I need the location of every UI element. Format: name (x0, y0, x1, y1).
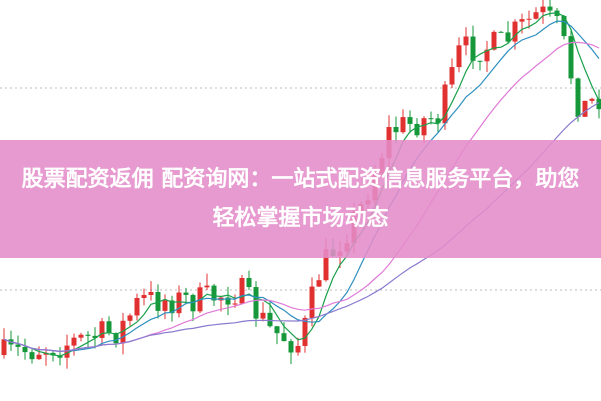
candle-body (15, 344, 21, 347)
candle-body (456, 45, 462, 68)
candle-body (561, 15, 567, 37)
candle-body (155, 291, 161, 311)
moving-average (3, 12, 600, 357)
candle-body (309, 286, 315, 318)
candle-body (253, 287, 259, 319)
candle-body (484, 49, 490, 62)
candle-body (407, 117, 413, 124)
candle-body (106, 321, 112, 334)
candle-body (64, 345, 70, 358)
candle-body (176, 292, 182, 314)
title-banner: 股票配资返佣 配资询网：一站式配资信息服务平台，助您轻松掌握市场动态 (0, 140, 601, 258)
candle-body (421, 118, 427, 136)
candle-body (239, 277, 245, 304)
candle-body (148, 291, 154, 295)
candle-body (134, 298, 140, 316)
candle-body (246, 277, 252, 288)
title: 股票配资返佣 配资询网：一站式配资信息服务平台，助您轻松掌握市场动态 (21, 167, 580, 231)
candle-body (85, 334, 91, 336)
candle-body (29, 352, 35, 360)
candle-body (547, 6, 553, 11)
candle-body (498, 31, 504, 33)
candle-body (120, 320, 126, 344)
candle-body (232, 303, 238, 305)
candle-body (281, 333, 287, 342)
candle-body (302, 317, 308, 346)
candle-body (575, 78, 581, 117)
candle-body (470, 36, 476, 61)
candle-body (316, 280, 322, 287)
candle-body (533, 12, 539, 19)
candle-body (582, 100, 588, 117)
candle-body (414, 123, 420, 136)
candle-body (274, 326, 280, 334)
candle-body (519, 19, 525, 22)
candle-body (22, 346, 28, 353)
candle-body (92, 335, 98, 338)
candle-body (568, 36, 574, 79)
candle-body (99, 321, 105, 338)
candle-body (323, 249, 329, 281)
candle-body (449, 67, 455, 85)
candle-body (183, 292, 189, 295)
candle-body (127, 315, 133, 321)
candle-body (162, 300, 168, 311)
candle-body (491, 31, 497, 50)
candle-body (400, 117, 406, 133)
candle-body (589, 98, 595, 101)
candle-body (526, 18, 532, 20)
candle-body (71, 337, 77, 346)
candle-body (442, 84, 448, 124)
candle-body (204, 285, 210, 288)
candle-body (1, 339, 7, 355)
candle-body (211, 285, 217, 301)
candle-body (463, 36, 469, 46)
candle-body (267, 312, 273, 327)
candle-body (36, 354, 42, 360)
candle-body (225, 297, 231, 305)
candle-body (260, 312, 266, 319)
candle-body (393, 127, 399, 133)
candle-body (169, 300, 175, 314)
candle-body (295, 345, 301, 353)
candle-body (78, 334, 84, 338)
candle-body (540, 6, 546, 13)
candle-body (596, 98, 601, 110)
candle-body (50, 352, 56, 356)
candle-body (435, 118, 441, 124)
candle-body (113, 333, 119, 344)
candle-body (288, 341, 294, 353)
candle-body (477, 60, 483, 62)
candle-body (512, 21, 518, 42)
candle-body (428, 118, 434, 120)
candle-body (190, 294, 196, 312)
candle-body (141, 294, 147, 299)
candle-body (505, 32, 511, 42)
